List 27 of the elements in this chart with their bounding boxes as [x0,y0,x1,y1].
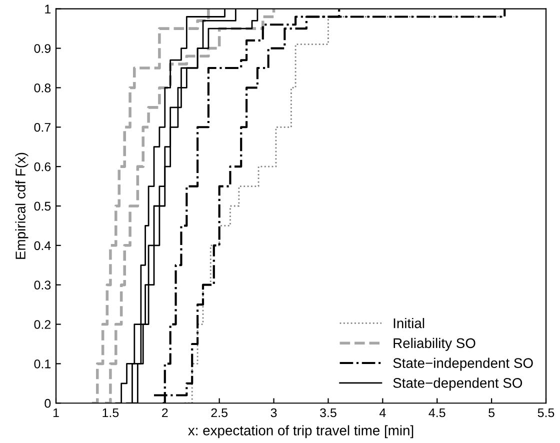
y-tick-label: 0.5 [34,202,51,211]
legend-label: Initial [394,318,424,328]
y-tick-label: 0.8 [34,84,51,92]
x-tick-label: 3 [270,408,277,418]
x-tick-label: 5 [488,408,495,418]
legend-label: State−independent SO [393,358,533,371]
x-tick-label: 2 [162,408,168,418]
x-tick-label: 2.5 [211,408,228,418]
x-tick-label: 5.5 [538,408,554,418]
y-axis-title: Empirical cdf F(x) [15,152,28,259]
x-tick-label: 4 [379,408,386,418]
legend-label: State−dependent SO [393,378,522,391]
x-axis-title: x: expectation of trip travel time [min] [188,425,414,438]
x-tick-label: 3.5 [320,408,336,418]
y-tick-label: 0.4 [34,241,51,250]
y-tick-label: 0 [44,398,51,408]
y-tick-label: 0.1 [34,360,51,368]
y-tick-label: 0.6 [34,162,51,172]
legend-label: Reliability SO [394,338,476,351]
y-tick-label: 0.3 [34,280,51,290]
x-tick-label: 4.5 [428,408,446,418]
y-tick-label: 1 [45,4,51,14]
y-tick-label: 0.9 [34,44,51,53]
x-tick-label: 1.5 [102,408,119,418]
x-tick-label: 1 [53,408,59,418]
y-tick-label: 0.2 [34,320,51,329]
y-tick-label: 0.7 [34,122,51,132]
